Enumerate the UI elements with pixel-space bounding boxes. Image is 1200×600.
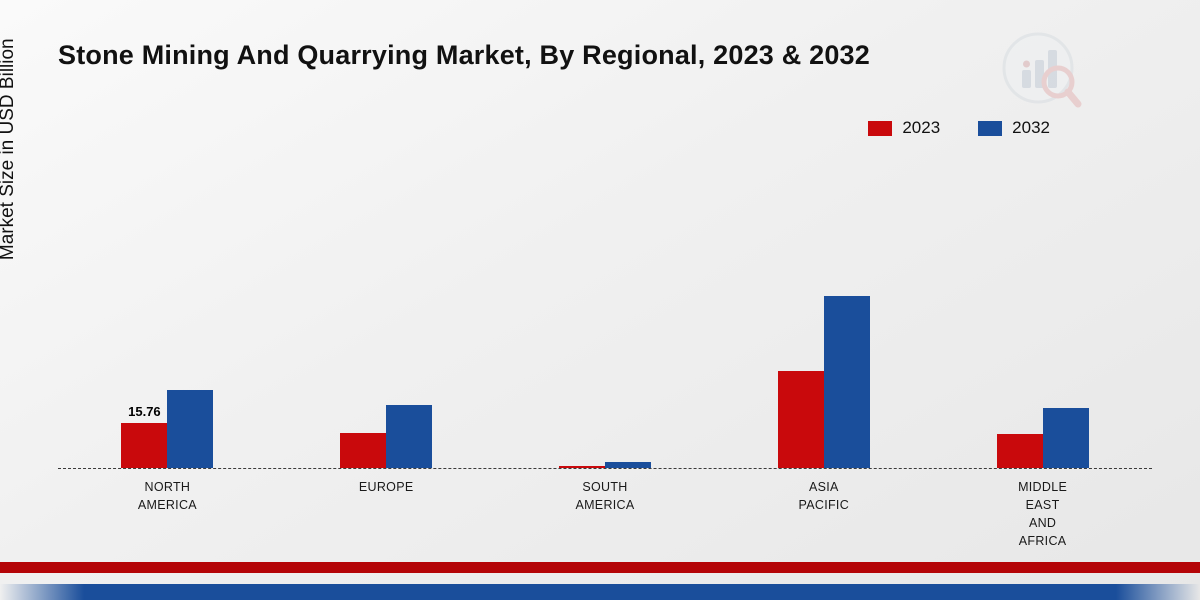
bar-2032-europe (386, 404, 433, 468)
bar-value-label-north-america: 15.76 (128, 403, 161, 419)
y-axis-label: Market Size in USD Billion (0, 38, 18, 261)
legend-item-2032: 2032 (978, 118, 1050, 138)
legend-item-2023: 2023 (868, 118, 940, 138)
legend-swatch-2032 (978, 120, 1003, 136)
category-label-middle-east-and-africa: MIDDLE EAST AND AFRICA (1018, 480, 1068, 549)
legend-label-2032: 2032 (1012, 118, 1050, 137)
legend: 2023 2032 (868, 118, 1050, 138)
bar-group-europe (277, 404, 496, 468)
bar-chart-magnifier-icon (1002, 32, 1082, 108)
category-label-south-america: SOUTH AMERICA (575, 480, 635, 513)
chart-title: Stone Mining And Quarrying Market, By Re… (58, 40, 870, 70)
bar-2032-asia-pacific (823, 295, 870, 468)
category-label-asia-pacific: ASIA PACIFIC (798, 480, 850, 513)
bar-group-asia-pacific (714, 295, 933, 468)
legend-swatch-2023 (868, 120, 893, 136)
brand-logo (1000, 30, 1082, 112)
category-label-north-america: NORTH AMERICA (137, 480, 197, 513)
bar-2023-middle-east-and-africa (996, 433, 1043, 468)
bars-row: 15.76 (58, 250, 1152, 468)
bar-2032-north-america (167, 390, 214, 468)
bar-2032-south-america (604, 462, 651, 468)
bar-2023-europe (340, 432, 387, 468)
bar-2023-north-america: 15.76 (121, 404, 168, 468)
bar-group-south-america (496, 462, 715, 468)
legend-label-2023: 2023 (902, 118, 941, 137)
footer-red-stripe (0, 562, 1200, 573)
bar-2032-middle-east-and-africa (1042, 408, 1089, 468)
plot-area: 15.76 NORTH AMERICA EUROPE SOUTH AMERICA ASIA… (58, 250, 1152, 551)
bar-2023-south-america (558, 465, 605, 468)
category-labels-row: NORTH AMERICA EUROPE SOUTH AMERICA ASIA PACIFI… (58, 478, 1152, 551)
category-label-europe: EUROPE (358, 480, 414, 494)
footer-blue-stripe (0, 584, 1200, 600)
bar-group-north-america: 15.76 (58, 390, 277, 468)
bar-2023-asia-pacific (777, 371, 824, 468)
bar-group-middle-east-and-africa (933, 408, 1152, 468)
x-axis-line (58, 468, 1152, 469)
